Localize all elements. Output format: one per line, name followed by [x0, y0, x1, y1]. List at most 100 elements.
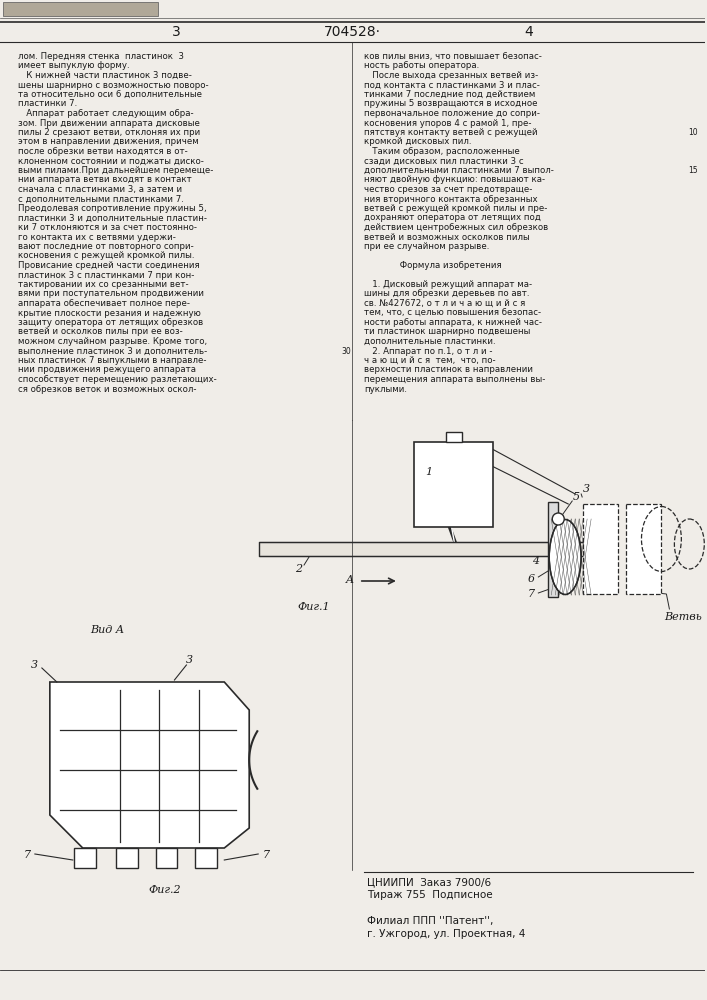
Text: вями при поступательном продвижении: вями при поступательном продвижении [18, 290, 204, 298]
Bar [583, 504, 618, 594]
Text: 704528·: 704528· [323, 25, 380, 39]
Text: косновения упоров 4 с рамой 1, пре-: косновения упоров 4 с рамой 1, пре- [364, 118, 532, 127]
Bar [445, 432, 462, 442]
Text: г. Ужгород, ул. Проектная, 4: г. Ужгород, ул. Проектная, 4 [367, 929, 525, 939]
Text: ся обрезков веток и возможных оскол-: ся обрезков веток и возможных оскол- [18, 384, 197, 393]
Text: тактировании их со срезанными вет-: тактировании их со срезанными вет- [18, 280, 189, 289]
Text: способствует перемещению разлетающих-: способствует перемещению разлетающих- [18, 375, 216, 384]
Text: 1: 1 [425, 467, 432, 477]
Text: перемещения аппарата выполнены вы-: перемещения аппарата выполнены вы- [364, 375, 545, 384]
Text: 4: 4 [524, 25, 532, 39]
Text: го контакта их с ветвями удержи-: го контакта их с ветвями удержи- [18, 232, 176, 241]
Text: ков пилы вниз, что повышает безопас-: ков пилы вниз, что повышает безопас- [364, 52, 542, 61]
Bar [74, 848, 95, 868]
Text: после обрезки ветви находятся в от-: после обрезки ветви находятся в от- [18, 147, 187, 156]
Bar [414, 442, 493, 527]
Text: крытие плоскости резания и надежную: крытие плоскости резания и надежную [18, 308, 201, 318]
Text: 1. Дисковый режущий аппарат ма-: 1. Дисковый режущий аппарат ма- [364, 280, 532, 289]
Text: 7: 7 [23, 850, 30, 860]
Text: под контакта с пластинками 3 и плас-: под контакта с пластинками 3 и плас- [364, 81, 539, 90]
Text: 5: 5 [573, 492, 580, 502]
Text: сзади дисковых пил пластинки 3 с: сзади дисковых пил пластинки 3 с [364, 156, 523, 165]
Text: тинками 7 последние под действием: тинками 7 последние под действием [364, 90, 535, 99]
Text: та относительно оси 6 дополнительные: та относительно оси 6 дополнительные [18, 90, 202, 99]
Text: 3: 3 [186, 655, 193, 665]
Text: ч а ю щ и й с я  тем,  что, по-: ч а ю щ и й с я тем, что, по- [364, 356, 496, 365]
Text: 2. Аппарат по п.1, о т л и -: 2. Аппарат по п.1, о т л и - [364, 347, 492, 356]
Bar [549, 502, 559, 596]
Text: шины для обрезки деревьев по авт.: шины для обрезки деревьев по авт. [364, 290, 530, 298]
Text: тем, что, с целью повышения безопас-: тем, что, с целью повышения безопас- [364, 308, 541, 318]
Text: пилы 2 срезают ветви, отклоняя их при: пилы 2 срезают ветви, отклоняя их при [18, 128, 200, 137]
Text: верхности пластинок в направлении: верхности пластинок в направлении [364, 365, 533, 374]
Text: лом. Передняя стенка  пластинок  3: лом. Передняя стенка пластинок 3 [18, 52, 184, 61]
Text: Филиал ППП ''Патент'',: Филиал ППП ''Патент'', [367, 916, 493, 926]
Circle shape [552, 513, 564, 525]
Text: зом. При движении аппарата дисковые: зом. При движении аппарата дисковые [18, 118, 200, 127]
Text: няют двойную функцию: повышают ка-: няют двойную функцию: повышают ка- [364, 176, 545, 184]
Text: выми пилами.При дальнейшем перемеще-: выми пилами.При дальнейшем перемеще- [18, 166, 214, 175]
Text: ния вторичного контакта обрезанных: ния вторичного контакта обрезанных [364, 194, 537, 204]
Text: пластинки 3 и дополнительные пластин-: пластинки 3 и дополнительные пластин- [18, 214, 207, 223]
Text: 6: 6 [527, 574, 535, 584]
Text: кромкой дисковых пил.: кромкой дисковых пил. [364, 137, 472, 146]
Text: ветвей с режущей кромкой пилы и пре-: ветвей с режущей кромкой пилы и пре- [364, 204, 547, 213]
Text: 30: 30 [341, 347, 351, 356]
Text: Преодолевая сопротивление пружины 5,: Преодолевая сопротивление пружины 5, [18, 204, 206, 213]
Text: дохраняют оператора от летящих под: дохраняют оператора от летящих под [364, 214, 541, 223]
Text: нии аппарата ветви входят в контакт: нии аппарата ветви входят в контакт [18, 176, 192, 184]
Text: 7: 7 [262, 850, 270, 860]
Text: 2: 2 [296, 564, 303, 574]
Text: вают последние от повторного сопри-: вают последние от повторного сопри- [18, 242, 194, 251]
Text: ветвей и возможных осколков пилы: ветвей и возможных осколков пилы [364, 232, 530, 241]
Text: первоначальное положение до сопри-: первоначальное положение до сопри- [364, 109, 540, 118]
Bar [259, 542, 608, 556]
Text: 15: 15 [688, 166, 698, 175]
Text: 3: 3 [583, 484, 590, 494]
Text: Провисание средней части соединения: Провисание средней части соединения [18, 261, 199, 270]
Text: при ее случайном разрыве.: при ее случайном разрыве. [364, 242, 489, 251]
Bar [195, 848, 217, 868]
Text: имеет выпуклую форму.: имеет выпуклую форму. [18, 62, 129, 70]
Text: Вид А: Вид А [90, 625, 124, 635]
Text: пуклыми.: пуклыми. [364, 384, 407, 393]
Text: 4: 4 [532, 556, 539, 566]
Text: дополнительными пластинками 7 выпол-: дополнительными пластинками 7 выпол- [364, 166, 554, 175]
Text: ти пластинок шарнирно подвешены: ти пластинок шарнирно подвешены [364, 328, 530, 336]
Text: св. №427672, о т л и ч а ю щ и й с я: св. №427672, о т л и ч а ю щ и й с я [364, 299, 525, 308]
Text: можном случайном разрыве. Кроме того,: можном случайном разрыве. Кроме того, [18, 337, 207, 346]
Text: чество срезов за счет предотвраще-: чество срезов за счет предотвраще- [364, 185, 532, 194]
Text: Формула изобретения: Формула изобретения [364, 261, 501, 270]
Ellipse shape [549, 520, 581, 594]
Text: выполнение пластинок 3 и дополнитель-: выполнение пластинок 3 и дополнитель- [18, 347, 207, 356]
Text: Фиг.1: Фиг.1 [298, 602, 330, 612]
Text: нии продвижения режущего аппарата: нии продвижения режущего аппарата [18, 365, 196, 374]
Text: ность работы оператора.: ность работы оператора. [364, 62, 479, 70]
Text: шены шарнирно с возможностью поворо-: шены шарнирно с возможностью поворо- [18, 81, 209, 90]
Text: клоненном состоянии и поджаты диско-: клоненном состоянии и поджаты диско- [18, 156, 204, 165]
Text: Ветвь: Ветвь [665, 612, 702, 622]
Text: ЦНИИПИ  Заказ 7900/6: ЦНИИПИ Заказ 7900/6 [367, 877, 491, 887]
Text: 3: 3 [31, 660, 38, 670]
Text: 3: 3 [172, 25, 181, 39]
Text: ки 7 отклоняются и за счет постоянно-: ки 7 отклоняются и за счет постоянно- [18, 223, 197, 232]
Bar [3, 2, 158, 16]
Text: пластинок 3 с пластинками 7 при кон-: пластинок 3 с пластинками 7 при кон- [18, 270, 194, 279]
Text: защиту оператора от летящих обрезков: защиту оператора от летящих обрезков [18, 318, 203, 327]
Text: 7: 7 [527, 589, 535, 599]
Text: с дополнительными пластинками 7.: с дополнительными пластинками 7. [18, 194, 184, 204]
Text: A: A [346, 575, 354, 585]
Text: пружины 5 возвращаются в исходное: пружины 5 возвращаются в исходное [364, 100, 537, 108]
Text: действием центробежных сил обрезков: действием центробежных сил обрезков [364, 223, 548, 232]
Bar [156, 848, 177, 868]
Text: дополнительные пластинки.: дополнительные пластинки. [364, 337, 496, 346]
Text: пятствуя контакту ветвей с режущей: пятствуя контакту ветвей с режущей [364, 128, 537, 137]
Text: Аппарат работает следующим обра-: Аппарат работает следующим обра- [18, 109, 194, 118]
Text: К нижней части пластинок 3 подве-: К нижней части пластинок 3 подве- [18, 71, 192, 80]
Bar [626, 504, 661, 594]
Text: аппарата обеспечивает полное пере-: аппарата обеспечивает полное пере- [18, 299, 190, 308]
Text: этом в направлении движения, причем: этом в направлении движения, причем [18, 137, 199, 146]
Polygon shape [50, 682, 250, 848]
Text: Таким образом, расположенные: Таким образом, расположенные [364, 147, 520, 156]
Text: После выхода срезанных ветвей из-: После выхода срезанных ветвей из- [364, 71, 538, 80]
